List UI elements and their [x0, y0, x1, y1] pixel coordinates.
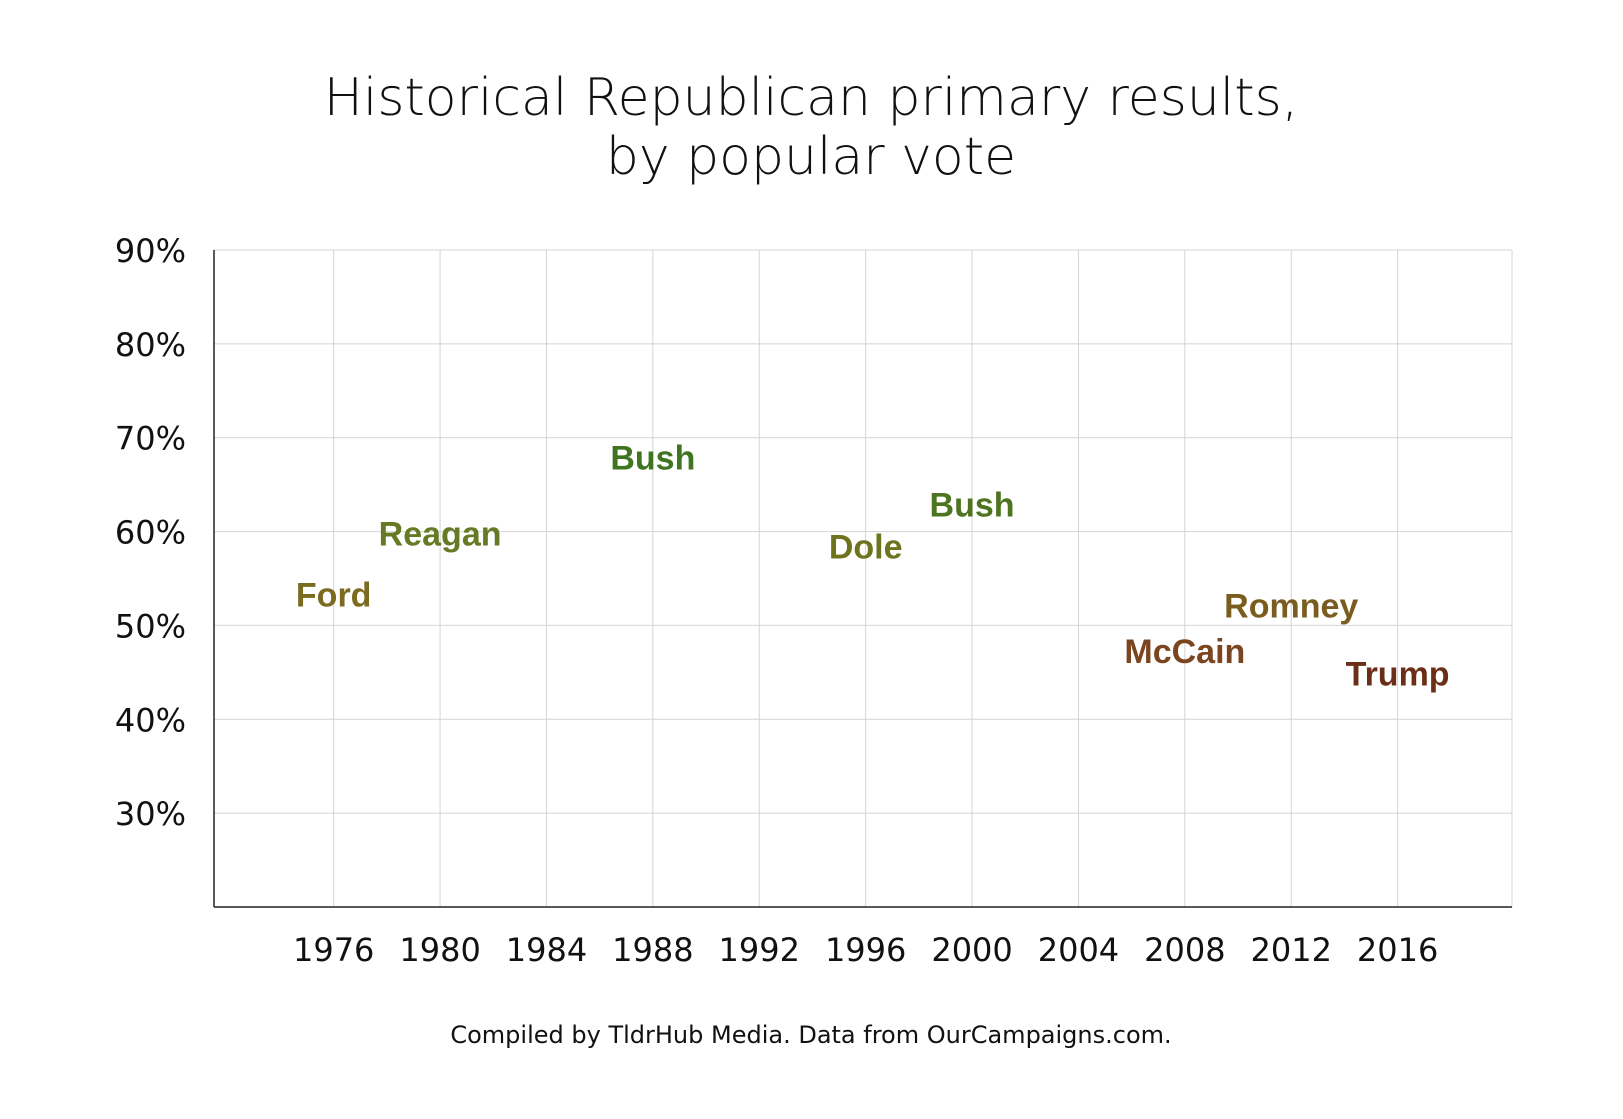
x-tick-label-2008: 2008	[1144, 931, 1225, 969]
chart-title-line-1: Historical Republican primary results,	[324, 68, 1298, 128]
y-tick-label-60: 60%	[115, 514, 186, 552]
y-tick-label-40: 40%	[115, 701, 186, 739]
x-tick-label-1984: 1984	[506, 931, 587, 969]
point-label-bush-1988: Bush	[610, 439, 695, 477]
point-label-ford-1976: Ford	[296, 576, 372, 614]
x-tick-label-2012: 2012	[1251, 931, 1332, 969]
y-tick-label-50: 50%	[115, 607, 186, 645]
point-label-bush-2000: Bush	[930, 486, 1015, 524]
axes	[213, 250, 1512, 908]
x-tick-label-1976: 1976	[293, 931, 374, 969]
x-axis-tick-labels: 1976 1980 1984 1988 1992 1996 2000 2004 2008 2012…	[293, 931, 1438, 969]
y-tick-label-90: 90%	[115, 232, 186, 270]
grid	[214, 249, 1513, 907]
x-tick-label-1988: 1988	[612, 931, 693, 969]
x-tick-label-1980: 1980	[399, 931, 480, 969]
point-label-trump-2016: Trump	[1346, 655, 1450, 693]
x-tick-label-2004: 2004	[1038, 931, 1119, 969]
chart-title-line-2: by popular vote	[606, 127, 1016, 187]
y-tick-label-30: 30%	[115, 795, 186, 833]
chart-title: Historical Republican primary results, b…	[324, 68, 1298, 187]
point-label-dole-1996: Dole	[829, 529, 903, 567]
x-tick-label-1996: 1996	[825, 931, 906, 969]
point-label-mccain-2008: McCain	[1124, 633, 1245, 671]
y-tick-label-70: 70%	[115, 420, 186, 458]
x-tick-label-2016: 2016	[1357, 931, 1438, 969]
x-tick-label-1992: 1992	[719, 931, 800, 969]
point-label-reagan-1980: Reagan	[379, 515, 502, 553]
source-note: Compiled by TldrHub Media. Data from Our…	[450, 1021, 1171, 1049]
y-axis-tick-labels: 30% 40% 50% 60% 70% 80% 90%	[115, 232, 186, 833]
point-label-romney-2012: Romney	[1224, 588, 1358, 626]
x-tick-label-2000: 2000	[931, 931, 1012, 969]
y-tick-label-80: 80%	[115, 326, 186, 364]
